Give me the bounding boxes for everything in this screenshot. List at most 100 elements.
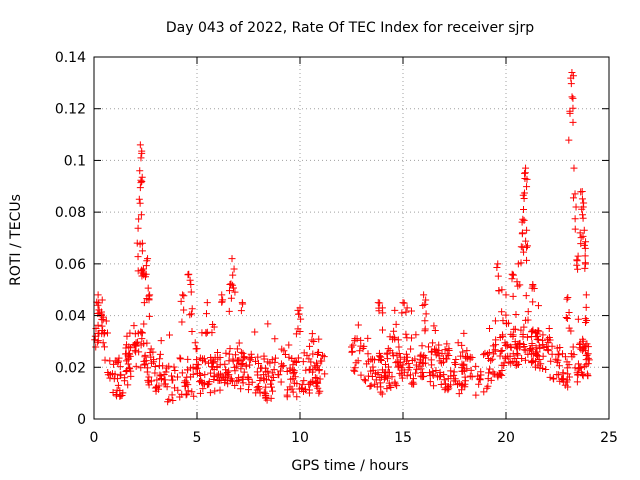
data-point [238,360,246,368]
data-point [386,347,394,355]
data-point [193,360,201,368]
data-point [580,241,588,249]
data-point [285,353,293,361]
data-point [568,353,576,361]
data-point [378,390,386,398]
data-point [189,370,197,378]
data-point [312,379,320,387]
data-point [498,361,506,369]
data-point [564,293,572,301]
data-point [229,284,237,292]
data-point [509,292,517,300]
y-tick-label: 0.02 [55,360,86,376]
data-point [215,376,223,384]
data-point [196,369,204,377]
data-point [219,374,227,382]
data-point [520,216,528,224]
data-point [481,349,489,357]
data-point [461,380,469,388]
data-point [248,378,256,386]
data-point [395,358,403,366]
data-point [442,384,450,392]
data-point [226,345,234,353]
data-point [427,356,435,364]
data-point [197,377,205,385]
data-point [580,345,588,353]
y-tick-label: 0.12 [55,102,86,118]
data-point [388,373,396,381]
data-point [210,365,218,373]
data-point [451,375,459,383]
data-point [116,363,124,371]
data-point [426,369,434,377]
data-point [247,356,255,364]
data-point [404,366,412,374]
data-point [468,373,476,381]
data-point [565,373,573,381]
data-point [199,385,207,393]
x-tick-label: 0 [90,430,99,446]
data-point [244,373,252,381]
data-point [567,74,575,82]
data-point [94,291,102,299]
data-point [571,215,579,223]
data-point [136,167,144,175]
data-point [141,361,149,369]
data-point [238,375,246,383]
data-point [289,366,297,374]
data-point [563,364,571,372]
data-point [244,386,252,394]
data-point [147,345,155,353]
data-point [209,358,217,366]
data-point [101,356,109,364]
data-point [214,355,222,363]
data-point [532,344,540,352]
data-point [466,372,474,380]
data-point [574,265,582,273]
data-point [136,240,144,248]
data-point [100,330,108,338]
data-point [318,351,326,359]
data-point [462,354,470,362]
data-point [565,136,573,144]
data-point [547,357,555,365]
data-point [509,350,517,358]
data-point [349,341,357,349]
data-point [540,343,548,351]
data-point [384,355,392,363]
data-point [209,320,217,328]
data-point [240,368,248,376]
data-point [137,211,145,219]
data-point [125,343,133,351]
data-point [402,350,410,358]
data-point [476,375,484,383]
data-point [315,389,323,397]
data-point [156,350,164,358]
data-point [362,377,370,385]
data-point [461,373,469,381]
y-tick-label: 0.06 [55,257,86,273]
data-point [450,368,458,376]
data-point [317,357,325,365]
data-point [200,380,208,388]
data-point [293,393,301,401]
data-point [114,358,122,366]
data-point [520,195,528,203]
data-point [523,256,531,264]
data-point [422,296,430,304]
data-point [582,238,590,246]
data-point [567,327,575,335]
data-point [400,299,408,307]
data-point [301,385,309,393]
data-point [468,353,476,361]
data-point [321,370,329,378]
data-point [140,320,148,328]
data-point [419,302,427,310]
data-point [188,388,196,396]
data-point [99,339,107,347]
data-point [490,350,498,358]
data-point [480,388,488,396]
data-point [431,348,439,356]
data-point [295,310,303,318]
data-point [404,359,412,367]
